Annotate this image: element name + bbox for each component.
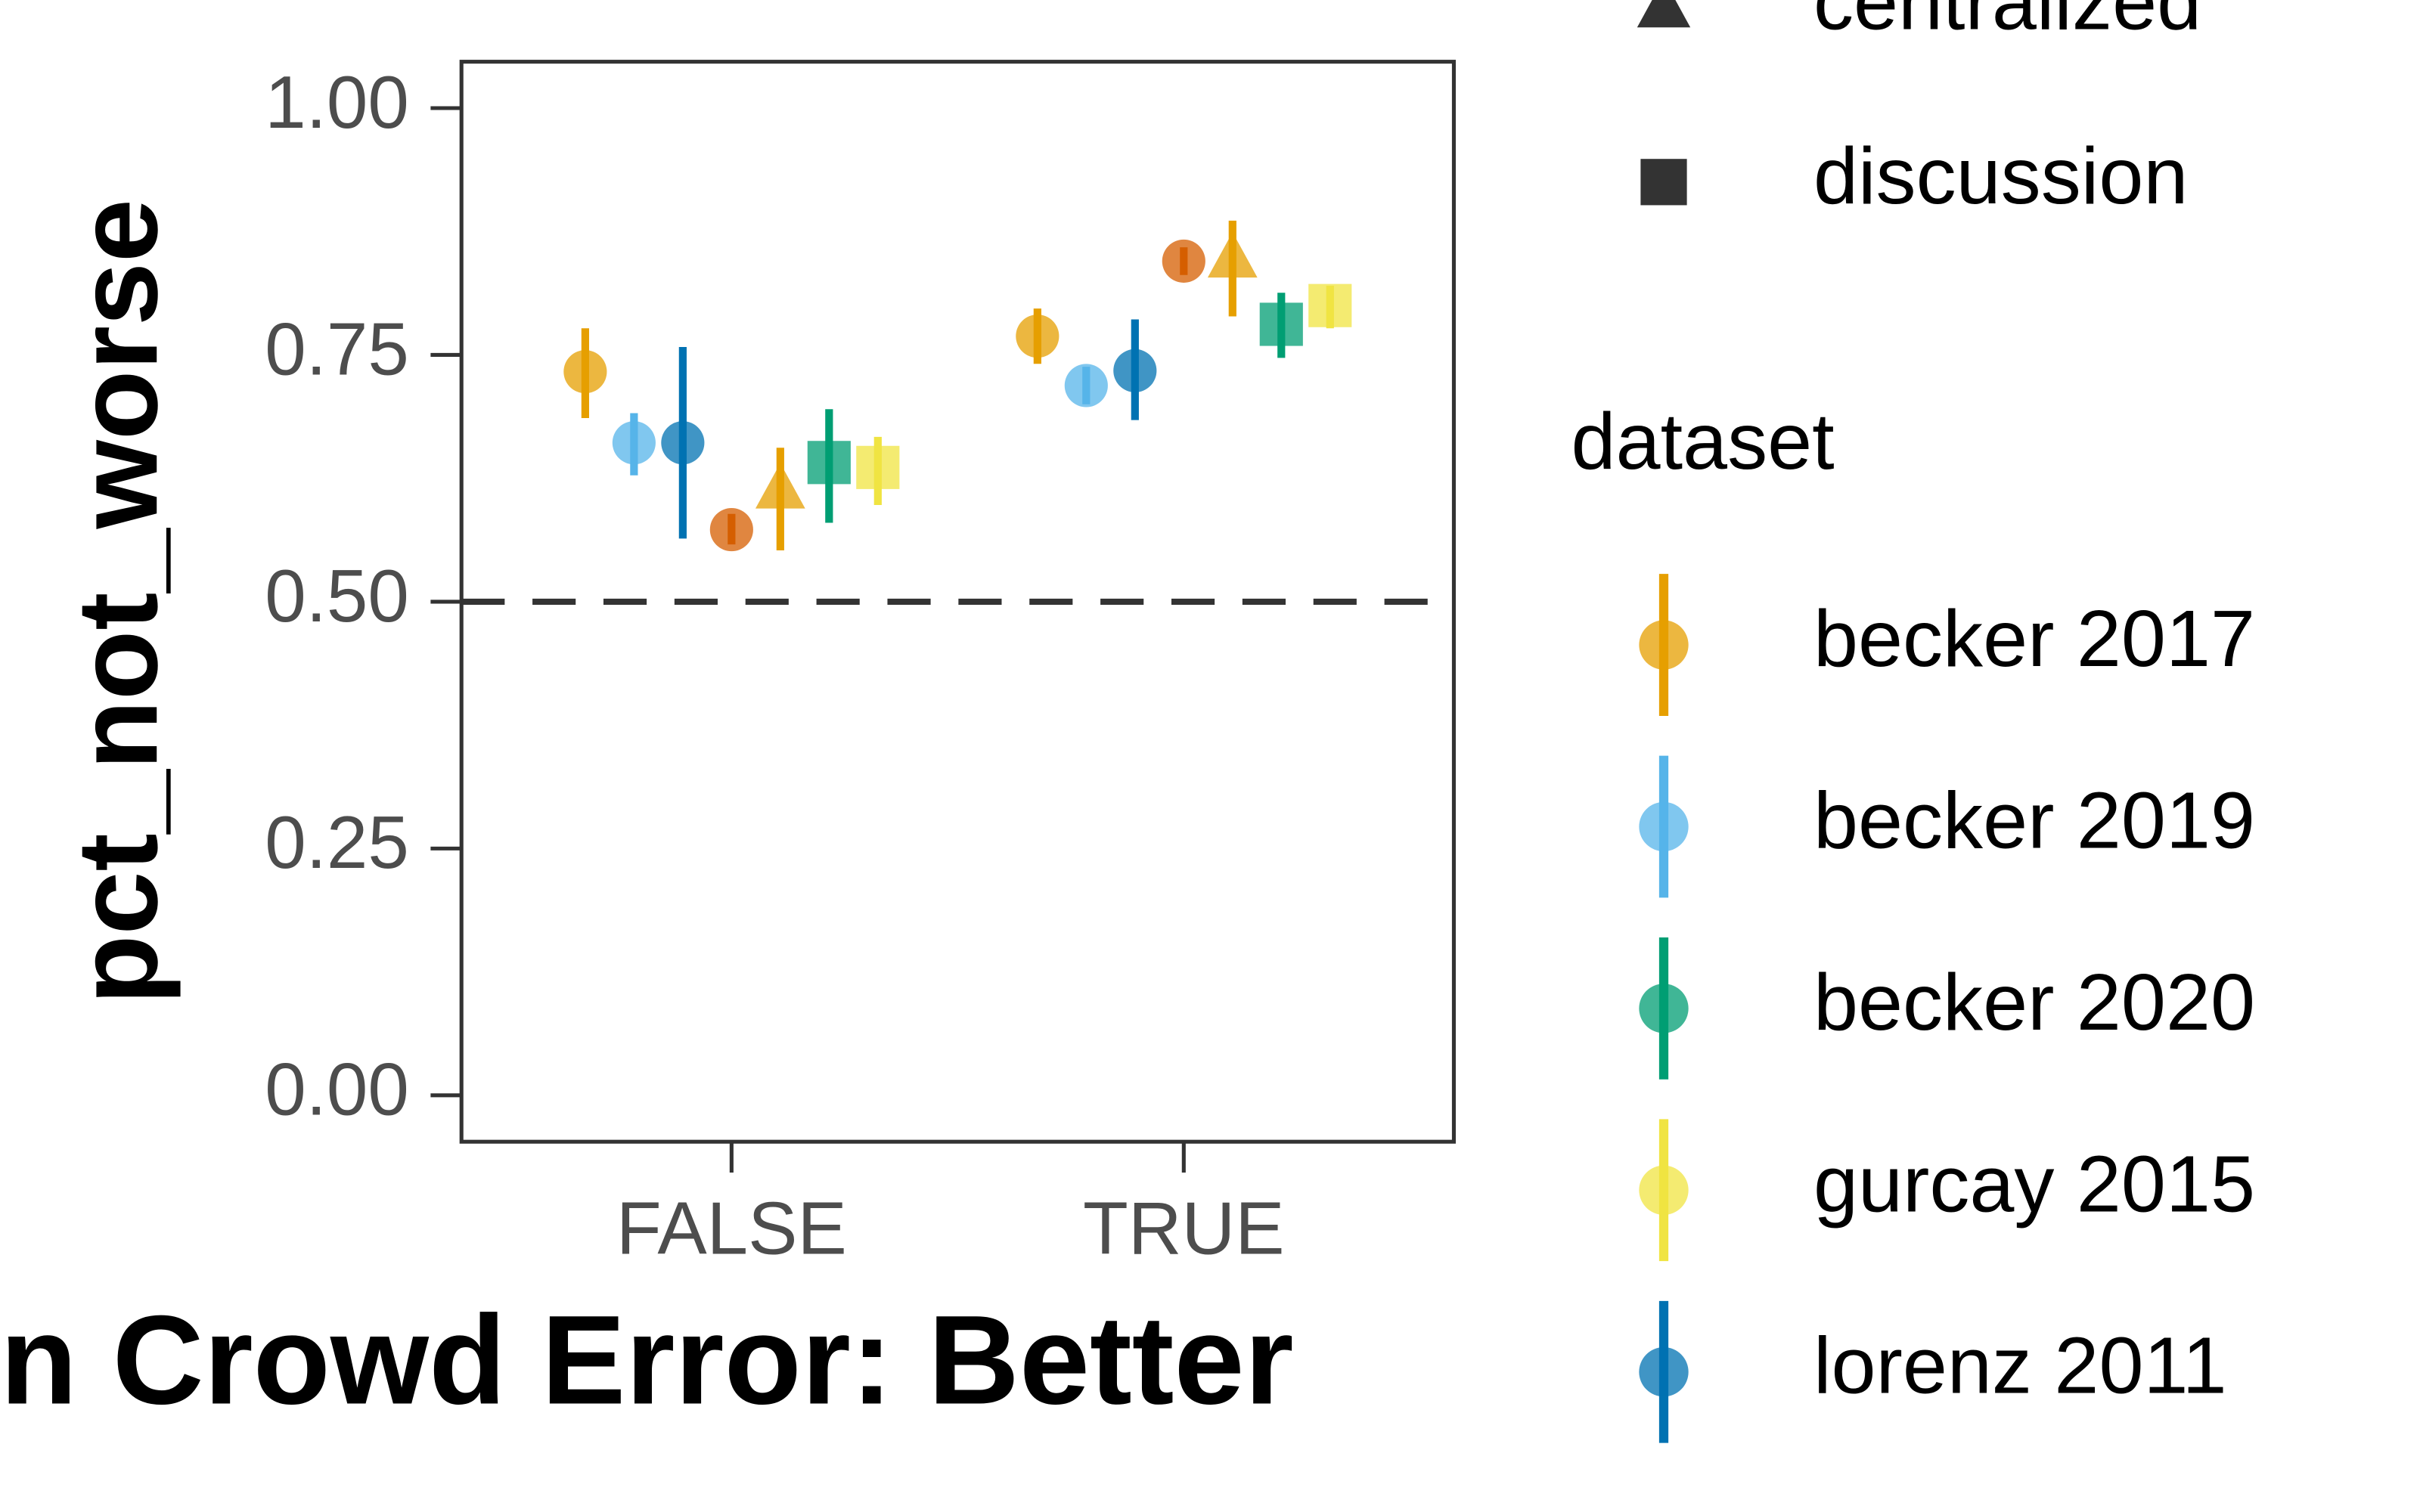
legend-key-point (1639, 1165, 1689, 1215)
x-tick-label: FALSE (616, 1187, 847, 1270)
legend-key-point (1639, 620, 1689, 670)
x-tick-label: TRUE (1083, 1187, 1285, 1270)
legend-key-point (1639, 801, 1689, 852)
legend-label: centralized (1813, 0, 2201, 46)
x-axis-title: n Crowd Error: Better (0, 1290, 1294, 1430)
y-tick-label: 0.75 (265, 307, 409, 390)
legend-key-point (1639, 984, 1689, 1033)
y-tick-label: 0.25 (265, 801, 409, 884)
legend-label: becker 2019 (1813, 776, 2255, 866)
legend-title: dataset (1571, 397, 1835, 486)
legend-shape (1640, 159, 1687, 206)
legend-label: gurcay 2015 (1813, 1139, 2255, 1228)
y-axis-title: pct_not_worse (54, 199, 182, 1005)
legend-label: lorenz 2011 (1813, 1321, 2227, 1411)
y-tick-label: 0.50 (265, 554, 409, 637)
legend-shape (1637, 0, 1691, 28)
y-tick-label: 1.00 (265, 60, 409, 144)
legend-label: becker 2020 (1813, 958, 2255, 1047)
legend-key-point (1639, 1347, 1689, 1397)
y-tick-label: 0.00 (265, 1048, 409, 1131)
legend-label: discussion (1813, 132, 2188, 221)
legend-label: becker 2017 (1813, 594, 2255, 683)
